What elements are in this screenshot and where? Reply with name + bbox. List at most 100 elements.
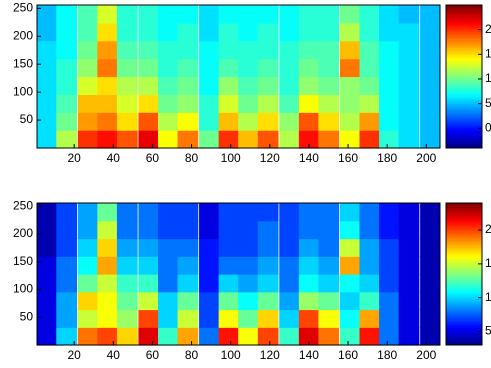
heatmap-cell xyxy=(77,327,99,346)
colorbar-swatch xyxy=(446,145,482,149)
colorbar-swatch xyxy=(446,236,482,239)
x-tick-label: 200 xyxy=(416,151,436,165)
heatmap-cell xyxy=(157,220,179,240)
heatmap-cell xyxy=(359,5,381,24)
heatmap-cell xyxy=(177,238,199,257)
x-tick-label: 140 xyxy=(299,348,319,362)
colorbar-swatch xyxy=(446,307,482,310)
y-tick-label: 100 xyxy=(13,84,33,98)
heatmap-cell xyxy=(138,22,160,42)
heatmap-cell xyxy=(177,203,199,222)
colorbar-swatch xyxy=(446,7,482,10)
heatmap-cell xyxy=(318,76,340,95)
colorbar-tick-label: 1 xyxy=(485,46,491,60)
colorbar-swatch xyxy=(446,267,482,271)
heatmap-cell xyxy=(379,58,400,78)
heatmap-cell xyxy=(359,309,381,328)
heatmap-cell xyxy=(257,238,279,257)
y-tick-label: 50 xyxy=(20,309,34,323)
heatmap-cell xyxy=(199,76,220,95)
colorbar-swatch xyxy=(446,40,482,44)
colorbar-swatch xyxy=(446,72,482,75)
heatmap-cell xyxy=(177,327,199,346)
heatmap-cell xyxy=(77,130,99,149)
colorbar-swatch xyxy=(446,240,482,244)
colorbar-tick-label: 1 xyxy=(485,256,491,270)
heatmap-cell xyxy=(77,76,99,95)
colorbar-swatch xyxy=(446,89,482,93)
colorbar-swatch xyxy=(446,76,482,80)
colorbar-swatch xyxy=(446,231,482,235)
heatmap-cell xyxy=(339,203,361,222)
heatmap-cell xyxy=(36,327,58,346)
heatmap-cell xyxy=(318,5,340,24)
heatmap-cell xyxy=(157,203,179,222)
colorbar-swatch xyxy=(446,227,482,231)
heatmap-cell xyxy=(218,291,240,311)
x-tick-label: 100 xyxy=(221,348,241,362)
colorbar-swatch xyxy=(446,20,482,24)
heatmap-cell xyxy=(318,274,340,293)
heatmap-cell xyxy=(177,40,199,60)
heatmap-cell xyxy=(218,327,240,346)
heatmap-cell xyxy=(77,58,99,78)
heatmap-cell xyxy=(97,220,119,240)
y-tick-label: 150 xyxy=(13,254,33,268)
plot-frame xyxy=(36,202,441,346)
colorbar-swatch xyxy=(446,238,482,242)
heatmap-cell xyxy=(359,274,381,293)
colorbar-swatch xyxy=(446,247,482,251)
heatmap-cell xyxy=(420,220,441,240)
heatmap-cell xyxy=(116,274,138,293)
heatmap-cell xyxy=(298,309,320,328)
heatmap-cell xyxy=(379,5,400,24)
colorbar-swatch xyxy=(446,311,482,315)
heatmap-cell xyxy=(138,94,160,113)
colorbar-swatch xyxy=(446,262,482,266)
colorbar-swatch xyxy=(446,325,482,328)
heatmap-cell xyxy=(298,220,320,240)
colorbar-swatch xyxy=(446,107,482,111)
colorbar-swatch xyxy=(446,42,482,46)
heatmap-cell xyxy=(218,112,240,131)
heatmap-cell xyxy=(218,220,240,240)
heatmap-cell xyxy=(420,58,441,78)
heatmap-cell xyxy=(218,203,240,222)
colorbar-swatch xyxy=(446,287,482,291)
x-tick-label: 80 xyxy=(185,151,199,165)
heatmap-cell xyxy=(138,58,160,78)
heatmap-cell xyxy=(257,203,279,222)
heatmap-cell xyxy=(56,327,78,346)
colorbar-swatch xyxy=(446,203,482,206)
heatmap-cell xyxy=(56,220,78,240)
x-tick-label: 200 xyxy=(416,348,436,362)
heatmap-cell xyxy=(157,327,179,346)
heatmap-cell xyxy=(339,291,361,311)
heatmap-cell xyxy=(177,309,199,328)
heatmap-cell xyxy=(157,40,179,60)
colorbar-swatch xyxy=(446,249,482,253)
heatmap-cell xyxy=(398,274,420,293)
heatmap-cell xyxy=(116,238,138,257)
heatmap-cell xyxy=(199,238,220,257)
heatmap-cell xyxy=(339,309,361,328)
heatmap-cell xyxy=(138,309,160,328)
heatmap-cell xyxy=(116,94,138,113)
heatmap-cell xyxy=(339,40,361,60)
heatmap-cell xyxy=(177,58,199,78)
colorbar-swatch xyxy=(446,296,482,299)
heatmap-cell xyxy=(157,5,179,24)
colorbar-swatch xyxy=(446,67,482,71)
heatmap-cell xyxy=(279,76,301,95)
heatmap-cell xyxy=(199,291,220,311)
heatmap-cell xyxy=(257,291,279,311)
heatmap-cell xyxy=(36,309,58,328)
heatmap-cell xyxy=(379,327,400,346)
heatmap-cell xyxy=(420,76,441,95)
colorbar-swatch xyxy=(446,101,482,104)
heatmap-cell xyxy=(359,220,381,240)
heatmap-cell xyxy=(339,58,361,78)
colorbar-swatch xyxy=(446,9,482,13)
colorbar-swatch xyxy=(446,342,482,346)
colorbar-swatch xyxy=(446,5,482,8)
